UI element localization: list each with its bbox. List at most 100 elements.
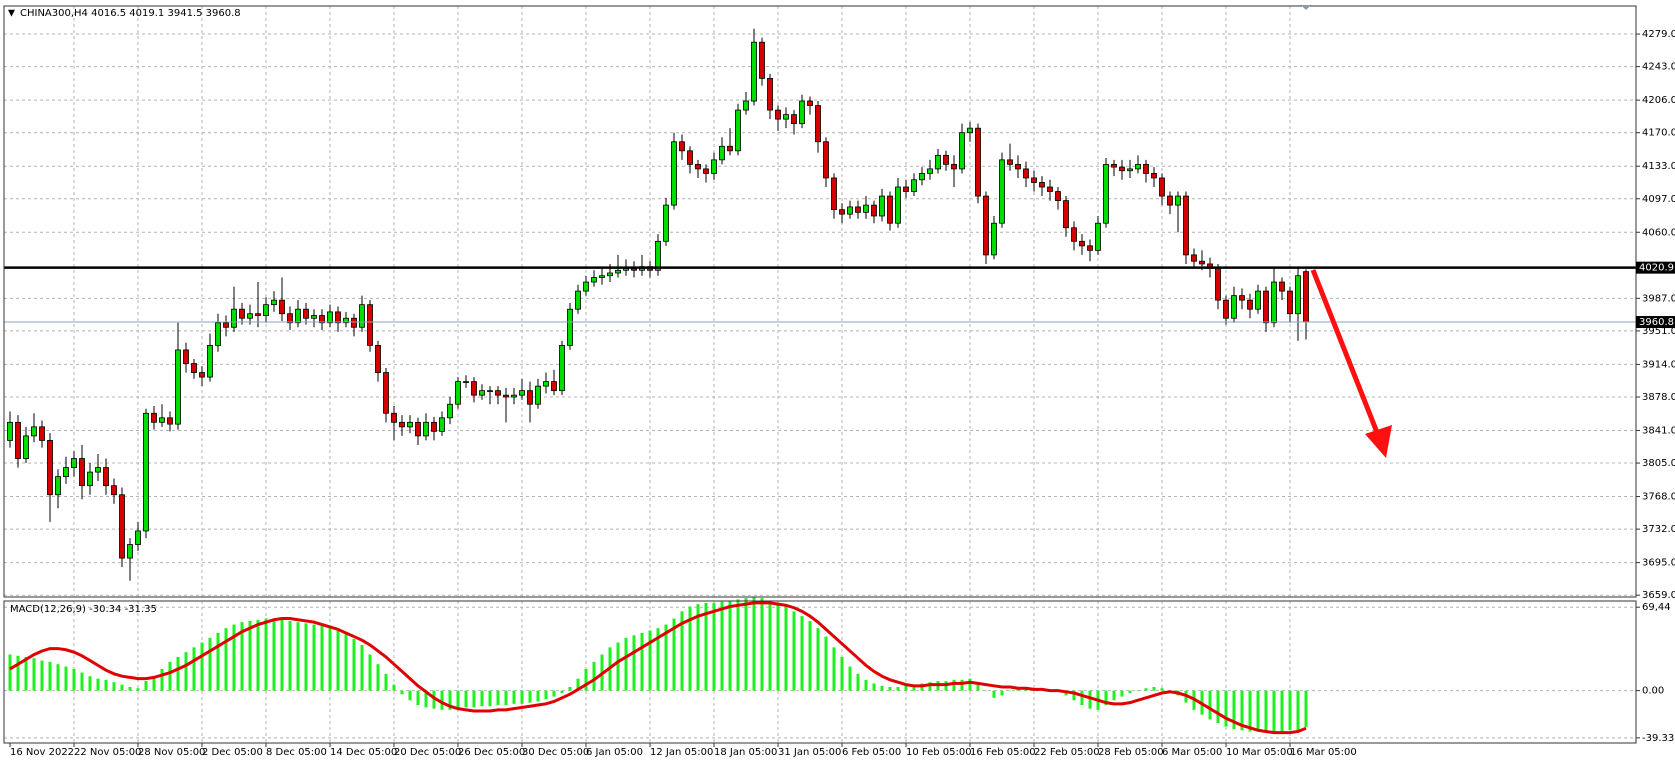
candle-body — [31, 426, 37, 437]
macd-bar — [752, 596, 756, 691]
macd-bar — [160, 668, 164, 691]
macd-bar — [640, 632, 644, 691]
candle-body — [47, 440, 53, 496]
macd-bar — [144, 681, 148, 691]
macd-bar — [328, 628, 332, 691]
candle-body — [855, 206, 861, 213]
candle-body — [551, 381, 557, 392]
candle-body — [607, 272, 613, 277]
macd-bar — [1120, 690, 1124, 697]
macd-bar — [104, 679, 108, 691]
macd-bar — [984, 690, 988, 692]
macd-bar — [1296, 690, 1300, 731]
macd-bar — [264, 618, 268, 691]
macd-bar — [440, 690, 444, 710]
macd-bar — [376, 664, 380, 691]
candle-body — [1039, 182, 1045, 188]
macd-bar — [184, 652, 188, 691]
candle-body — [39, 426, 45, 441]
candle-body — [79, 458, 85, 487]
header-high: 4019.1 — [129, 8, 164, 19]
macd-bar — [200, 642, 204, 691]
candle-body — [119, 494, 125, 559]
candle-body — [535, 385, 541, 405]
macd-bar — [552, 690, 556, 697]
candle-body — [1247, 299, 1253, 310]
candle-body — [783, 114, 789, 120]
candle-body — [487, 390, 493, 393]
macd-bar — [840, 656, 844, 691]
candle-body — [1111, 163, 1117, 168]
candle-body — [679, 141, 685, 152]
candle-body — [127, 544, 133, 559]
macd-bar — [1232, 690, 1236, 730]
candle-body — [95, 467, 101, 473]
candle-body — [447, 403, 453, 419]
candle-body — [503, 394, 509, 398]
macd-bar — [96, 678, 100, 691]
candle-body — [23, 435, 29, 459]
candle-body — [975, 127, 981, 197]
macd-bar — [1248, 690, 1252, 732]
candle-body — [383, 372, 389, 414]
macd-bar — [80, 672, 84, 691]
macd-hist-last: -30.34 — [89, 604, 121, 615]
macd-bar — [584, 668, 588, 691]
macd-bar — [784, 606, 788, 691]
macd-bar — [632, 635, 636, 691]
macd-bar — [392, 684, 396, 691]
candle-body — [1087, 245, 1093, 251]
candle-body — [1239, 295, 1245, 301]
macd-bar — [88, 676, 92, 691]
candle-body — [615, 269, 621, 274]
macd-bar — [504, 690, 508, 706]
candle-body — [7, 421, 13, 441]
macd-bar — [888, 687, 892, 691]
candle-body — [903, 186, 909, 192]
y-tick-label: 4060.0 — [1642, 227, 1675, 238]
macd-bar — [384, 673, 388, 691]
candle-body — [767, 78, 773, 111]
candle-body — [479, 390, 485, 396]
macd-bar — [136, 688, 140, 691]
y-tick-label: 4133.0 — [1642, 161, 1675, 172]
macd-bar — [528, 690, 532, 703]
candle-body — [935, 154, 941, 170]
candle-body — [215, 322, 221, 346]
candle-body — [1303, 271, 1309, 323]
macd-bar — [776, 602, 780, 691]
macd-bar — [1000, 690, 1004, 696]
macd-bar — [336, 630, 340, 691]
candle-body — [1159, 177, 1165, 197]
macd-bar — [672, 618, 676, 691]
macd-bar — [56, 664, 60, 691]
candle-body — [775, 109, 781, 120]
y-tick-label: 3695.0 — [1642, 558, 1675, 569]
macd-bar — [664, 624, 668, 691]
x-tick-label: 16 Nov 2022 — [10, 747, 74, 758]
candle-body — [71, 458, 77, 468]
candle-body — [951, 163, 957, 170]
candle-body — [1119, 166, 1125, 172]
candle-body — [919, 173, 925, 181]
candle-body — [167, 417, 173, 425]
candle-body — [887, 195, 893, 224]
y-tick-label: -39.33 — [1642, 733, 1674, 744]
macd-bar — [1072, 690, 1076, 701]
macd-bar — [344, 634, 348, 691]
macd-bar — [800, 616, 804, 691]
macd-bar — [760, 598, 764, 691]
candle-body — [671, 141, 677, 206]
candle-body — [231, 308, 237, 328]
candle-body — [471, 381, 477, 396]
macd-bar — [64, 666, 68, 691]
candle-body — [1199, 260, 1205, 265]
candle-body — [1263, 290, 1269, 324]
macd-bar — [856, 673, 860, 691]
macd-bar — [424, 690, 428, 708]
macd-bar — [1160, 688, 1164, 691]
candle-body — [807, 100, 813, 106]
x-tick-label: 16 Feb 05:00 — [970, 747, 1036, 758]
